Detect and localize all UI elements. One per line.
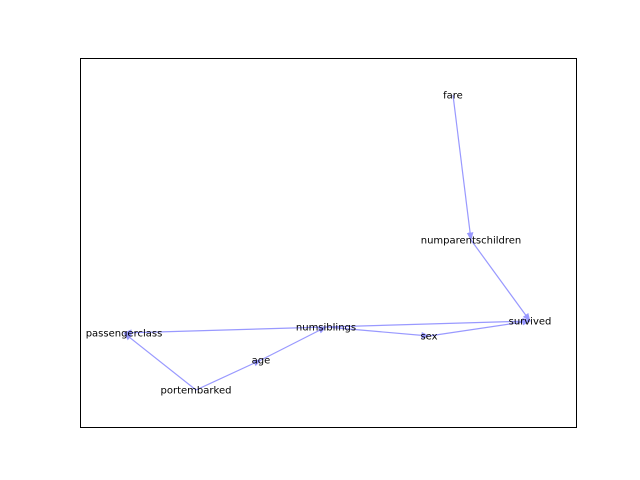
node-label-passengerclass: passengerclass (86, 329, 163, 340)
node-label-portembarked: portembarked (161, 386, 232, 397)
nodes-layer: fare numparentschildren survived numsibling… (86, 91, 552, 397)
node-label-numparentschildren: numparentschildren (421, 236, 522, 247)
edges-layer (123, 94, 531, 391)
node-label-fare: fare (443, 91, 463, 102)
edge-portembarked-to-passengerclass (123, 332, 197, 391)
edge-numsiblings-to-passengerclass (123, 326, 327, 337)
edge-numsiblings-to-sex (325, 326, 430, 339)
node-label-survived: survived (509, 317, 552, 328)
edge-numsiblings-to-survived (325, 317, 531, 328)
node-label-age: age (252, 356, 271, 367)
edge-sex-to-survived (428, 318, 531, 337)
node-label-numsiblings: numsiblings (296, 323, 356, 334)
node-label-sex: sex (420, 332, 437, 343)
plot-frame (80, 58, 577, 428)
edge-numparentschildren-to-survived (470, 239, 531, 322)
edge-age-to-numsiblings (260, 326, 327, 361)
edge-portembarked-to-age (195, 359, 262, 391)
edge-fare-to-numparentschildren (452, 94, 474, 241)
